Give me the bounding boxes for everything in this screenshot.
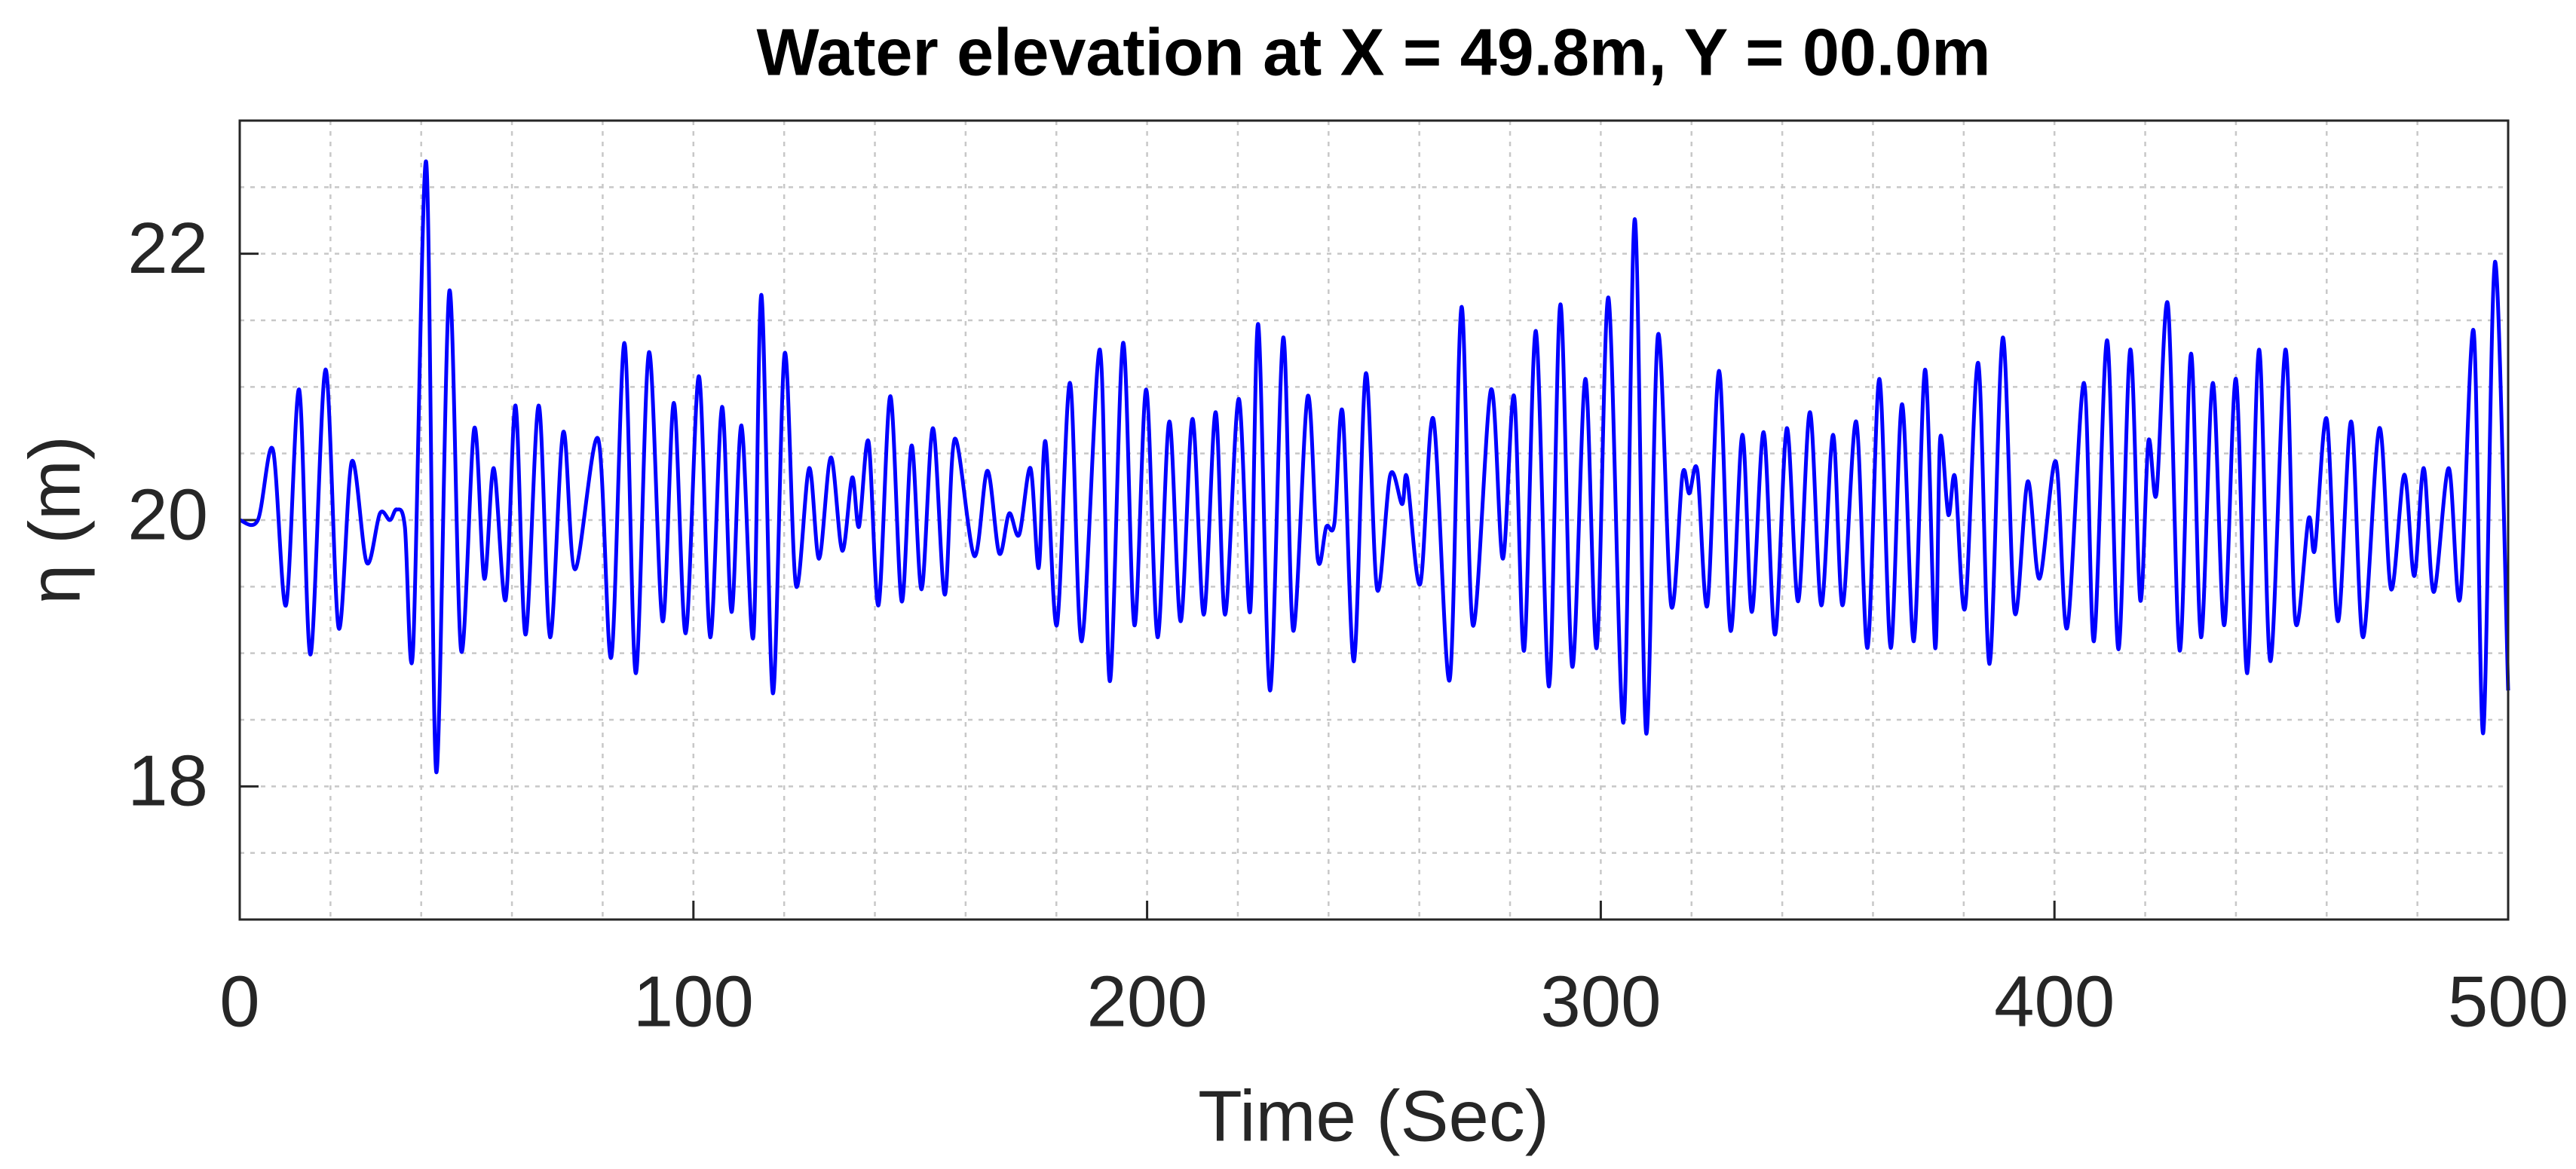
- x-tick-label: 400: [1994, 961, 2115, 1042]
- y-tick-label: 22: [127, 208, 208, 289]
- x-tick-label: 300: [1540, 961, 1661, 1042]
- x-tick-label: 100: [633, 961, 754, 1042]
- y-axis-label: η (m): [14, 436, 95, 604]
- plot-frame: [238, 119, 2510, 921]
- y-tick-label: 20: [127, 474, 208, 555]
- chart-title: Water elevation at X = 49.8m, Y = 00.0m: [756, 14, 1990, 89]
- x-axis-label: Time (Sec): [1198, 1076, 1549, 1156]
- x-tick-label: 500: [2448, 961, 2568, 1042]
- data-line: [239, 159, 2510, 774]
- y-tick-label: 18: [127, 741, 208, 822]
- x-tick-label: 0: [219, 961, 259, 1042]
- x-tick-label: 200: [1087, 961, 1208, 1042]
